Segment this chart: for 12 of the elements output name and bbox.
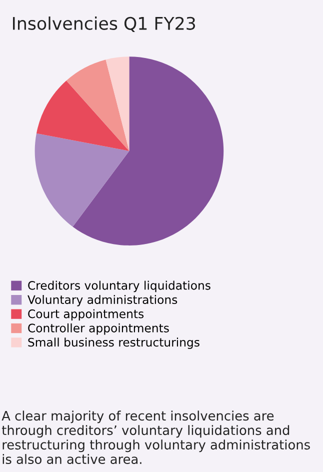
legend-label: Controller appointments <box>28 323 169 335</box>
pie-slice <box>34 133 130 227</box>
legend-label: Creditors voluntary liquidations <box>28 280 210 292</box>
legend-label: Small business restructurings <box>28 338 200 349</box>
pie-slice <box>106 56 130 152</box>
pie-slice <box>66 60 130 152</box>
text: A clear majority of recent insolvencies are through creditors’ voluntary liquidations and restructuring through voluntary administrations is also an active area. <box>2 410 310 464</box>
legend-label: Court appointments <box>28 309 144 320</box>
chart-title: Insolvencies Q1 FY23 <box>13 16 196 32</box>
legend-label: Voluntary administrations <box>28 295 178 306</box>
pie-slice <box>72 56 224 246</box>
pie-slice <box>36 80 130 152</box>
